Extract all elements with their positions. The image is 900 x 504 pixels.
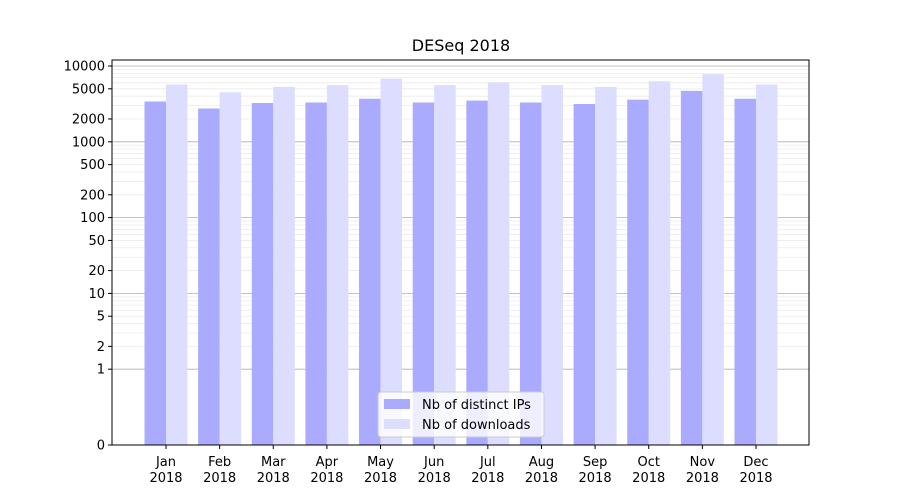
y-tick-label: 1000 <box>72 135 105 150</box>
x-tick-label: Feb 2018 <box>203 455 236 486</box>
bar-distinct-ips <box>627 99 649 446</box>
chart-title: DESeq 2018 <box>412 36 510 55</box>
x-tick-label: Dec 2018 <box>739 455 772 486</box>
bar-downloads <box>326 85 349 445</box>
legend-box <box>377 391 545 438</box>
y-axis: 0 1 2 5 10 20 50 100 200 500 1000 2000 5000 10000 <box>64 60 112 454</box>
bar-downloads <box>702 74 724 446</box>
y-tick-label: 50 <box>88 234 105 249</box>
y-tick-label: 5 <box>97 310 105 325</box>
legend-label: Nb of downloads <box>422 418 531 433</box>
y-tick-label: 2000 <box>72 112 105 127</box>
x-tick-label: Nov 2018 <box>686 455 719 486</box>
x-tick-label: Apr 2018 <box>310 455 343 486</box>
bar-downloads <box>648 81 671 445</box>
x-axis: Jan 2018 Feb 2018 Mar 2018 Apr 2018 May 2018 Jun 20… <box>149 445 773 486</box>
y-tick-label: 10000 <box>64 60 105 75</box>
bar-distinct-ips <box>412 102 435 446</box>
bar-downloads <box>380 78 403 446</box>
bar-distinct-ips <box>359 98 381 445</box>
y-tick-label: 20 <box>88 264 105 279</box>
plot-frame <box>111 59 810 446</box>
legend-label: Nb of distinct IPs <box>422 398 531 413</box>
bar-downloads <box>273 86 295 445</box>
x-tick-label: May 2018 <box>364 455 397 486</box>
x-tick-label: Mar 2018 <box>257 455 290 486</box>
bar-downloads <box>487 82 510 445</box>
bar-distinct-ips <box>466 100 488 446</box>
legend: Nb of distinct IPs Nb of downloads <box>377 391 545 438</box>
x-tick-label: Aug 2018 <box>525 455 558 486</box>
bar-distinct-ips <box>680 90 703 446</box>
bar-distinct-ips <box>305 102 327 446</box>
legend-swatch <box>384 399 410 409</box>
bars <box>144 74 778 446</box>
bar-distinct-ips <box>144 101 166 445</box>
legend-swatch <box>384 419 410 429</box>
y-tick-label: 0 <box>97 439 105 454</box>
x-tick-label: Oct 2018 <box>632 455 665 486</box>
x-tick-label: Jun 2018 <box>418 455 451 486</box>
bar-downloads <box>756 84 778 445</box>
bar-downloads <box>219 92 242 445</box>
bar-distinct-ips <box>251 103 274 445</box>
bar-distinct-ips <box>198 108 220 445</box>
y-tick-label: 10 <box>88 287 105 302</box>
y-tick-label: 1 <box>97 363 105 378</box>
bar-downloads <box>434 85 456 445</box>
y-tick-label: 100 <box>80 211 105 226</box>
y-tick-label: 5000 <box>72 82 105 97</box>
y-tick-label: 2 <box>97 340 105 355</box>
bar-distinct-ips <box>519 102 542 446</box>
bar-downloads <box>166 84 188 445</box>
x-tick-label: Jan 2018 <box>149 455 182 486</box>
bar-downloads <box>595 86 617 445</box>
bar-distinct-ips <box>734 98 756 445</box>
y-tick-label: 200 <box>80 188 105 203</box>
y-tick-label: 500 <box>80 158 105 173</box>
x-tick-label: Jul 2018 <box>471 455 504 486</box>
bar-downloads <box>541 85 563 445</box>
bar-distinct-ips <box>573 104 596 445</box>
x-tick-label: Sep 2018 <box>579 455 612 486</box>
